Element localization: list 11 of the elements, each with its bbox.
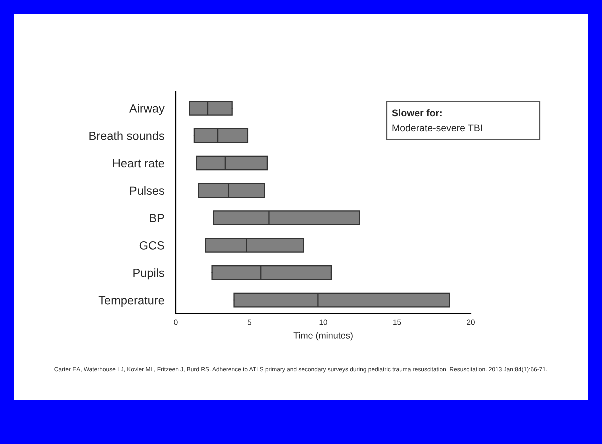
y-tick-label: Pulses [130, 186, 164, 196]
y-tick-label: Pupils [134, 268, 164, 280]
annotation: Moderate-severe TBI [392, 124, 482, 132]
y-tick-label: GCS [140, 242, 164, 250]
y-tick-label: Heart rate [113, 159, 164, 168]
annotation: Slower for: [392, 109, 442, 117]
y-tick-label: Airway [129, 104, 165, 116]
y-tick-label: BP [150, 214, 164, 222]
y-tick-label: Breath sounds [90, 132, 164, 140]
x-axis-title: Time (minutes) [294, 332, 353, 341]
y-tick-label: Temperature [98, 296, 164, 308]
